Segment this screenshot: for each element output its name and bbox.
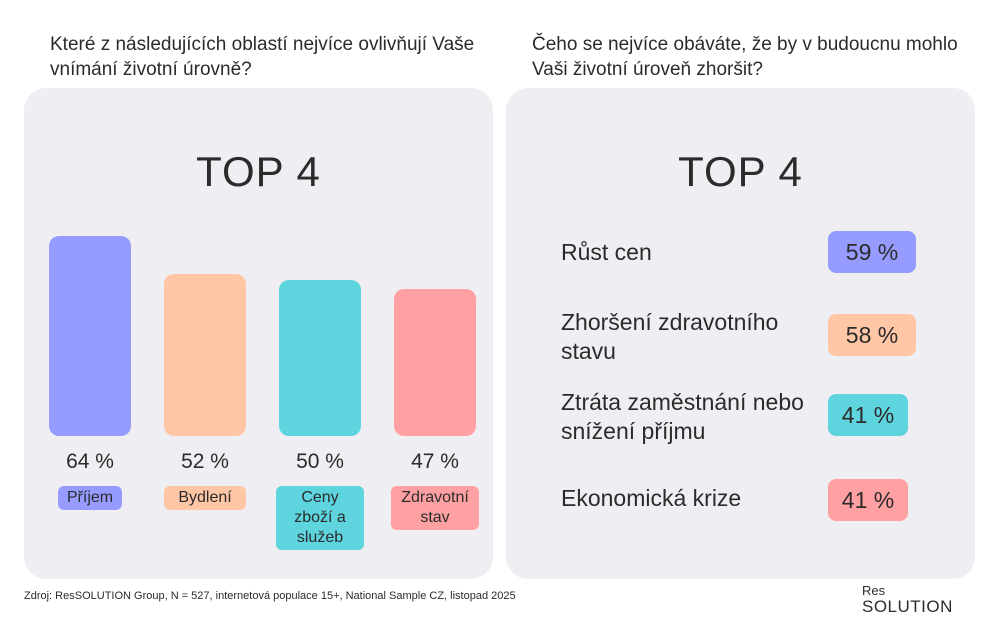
logo-solution-text: SOLUTION: [862, 597, 953, 616]
bar: [49, 236, 131, 436]
source-note: Zdroj: ResSOLUTION Group, N = 527, inter…: [24, 590, 516, 602]
risk-item-value-badge: 58 %: [828, 314, 916, 356]
bar-value-label: 52 %: [181, 450, 229, 473]
right-panel: TOP 4 Růst cen 59 % Zhoršení zdravotního s…: [506, 88, 975, 579]
risk-item-value-badge: 41 %: [828, 394, 908, 436]
left-top-title: TOP 4: [196, 148, 321, 195]
left-question: Které z následujících oblastí nejvíce ov…: [50, 34, 475, 80]
bar: [164, 273, 246, 436]
risk-item-label: Růst cen: [561, 239, 652, 265]
category-label: Bydlení: [164, 486, 246, 510]
bar-value-label: 64 %: [66, 450, 114, 473]
company-logo: Res SOLUTION: [862, 584, 953, 616]
right-question: Čeho se nejvíce obáváte, že by v budoucn…: [532, 34, 958, 80]
category-label: Zdravotní stav: [391, 486, 479, 530]
risk-item-label: Ztráta zaměstnání nebo snížení příjmu: [561, 389, 804, 444]
category-label: Příjem: [58, 486, 122, 510]
risk-item-label: Zhoršení zdravotního stavu: [561, 309, 779, 364]
risk-item-label: Ekonomická krize: [561, 485, 742, 511]
risk-item-value-badge: 41 %: [828, 479, 908, 521]
right-top-title: TOP 4: [678, 148, 803, 195]
bar-value-label: 50 %: [296, 450, 344, 473]
bar: [394, 289, 476, 436]
category-label: Ceny zboží a služeb: [276, 486, 364, 550]
risk-item-value-badge: 59 %: [828, 231, 916, 273]
bar: [279, 279, 361, 436]
bar-value-label: 47 %: [411, 450, 459, 473]
left-panel: TOP 4 64 % Příjem 52 % Bydlení 50 % Ceny zbož…: [24, 88, 493, 579]
logo-res-text: Res: [862, 583, 886, 598]
